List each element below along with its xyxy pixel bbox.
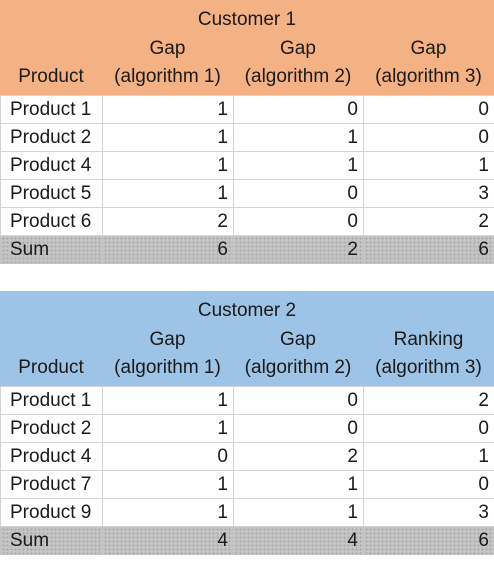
customer-2-table: Customer 2 Gap Gap Ranking Product (algo…: [0, 291, 494, 555]
table-row: Product 1 1 0 0: [0, 95, 494, 124]
table-title: Customer 2: [197, 300, 297, 321]
value-cell[interactable]: 0: [233, 386, 364, 415]
table-row: Product 4 1 1 1: [0, 151, 494, 180]
column-header-top: Gap: [280, 38, 316, 59]
sum-label[interactable]: Sum: [0, 526, 103, 555]
table-header: Customer 2 Gap Gap Ranking Product (algo…: [0, 291, 494, 386]
product-cell[interactable]: Product 2: [0, 123, 103, 152]
value-cell[interactable]: 2: [233, 442, 364, 471]
value-cell[interactable]: 0: [102, 442, 234, 471]
value-cell[interactable]: 2: [102, 207, 234, 236]
product-cell[interactable]: Product 7: [0, 470, 103, 499]
column-header-top: Ranking: [393, 329, 464, 350]
table-row: Product 5 1 0 3: [0, 179, 494, 208]
value-cell[interactable]: 0: [363, 470, 494, 499]
value-cell[interactable]: 1: [363, 151, 494, 180]
product-cell[interactable]: Product 5: [0, 179, 103, 208]
product-cell[interactable]: Product 1: [0, 386, 103, 415]
column-header: Product: [18, 66, 84, 87]
column-header: (algorithm 1): [114, 357, 221, 378]
value-cell[interactable]: 1: [363, 442, 494, 471]
value-cell[interactable]: 0: [233, 179, 364, 208]
sum-label[interactable]: Sum: [0, 235, 103, 264]
value-cell[interactable]: 1: [102, 179, 234, 208]
value-cell[interactable]: 1: [102, 498, 234, 527]
value-cell[interactable]: 0: [363, 414, 494, 443]
value-cell[interactable]: 2: [363, 207, 494, 236]
sum-value[interactable]: 6: [102, 235, 234, 264]
value-cell[interactable]: 1: [102, 470, 234, 499]
value-cell[interactable]: 1: [102, 386, 234, 415]
data-grid: Product 1 1 0 2 Product 2 1 0 0 Product …: [0, 386, 494, 555]
table-row: Product 2 1 1 0: [0, 123, 494, 152]
sum-value[interactable]: 6: [363, 235, 494, 264]
value-cell[interactable]: 1: [233, 123, 364, 152]
table-row: Product 4 0 2 1: [0, 442, 494, 471]
column-header: (algorithm 1): [114, 66, 221, 87]
value-cell[interactable]: 3: [363, 498, 494, 527]
table-title: Customer 1: [197, 9, 297, 30]
value-cell[interactable]: 1: [102, 414, 234, 443]
value-cell[interactable]: 1: [233, 151, 364, 180]
data-grid: Product 1 1 0 0 Product 2 1 1 0 Product …: [0, 95, 494, 264]
value-cell[interactable]: 1: [233, 470, 364, 499]
table-header: Customer 1 Gap Gap Gap Product (algorith…: [0, 0, 494, 95]
product-cell[interactable]: Product 4: [0, 442, 103, 471]
column-header-top: Gap: [410, 38, 447, 59]
sum-value[interactable]: 4: [233, 526, 364, 555]
sum-value[interactable]: 2: [233, 235, 364, 264]
value-cell[interactable]: 1: [233, 498, 364, 527]
table-row: Product 7 1 1 0: [0, 470, 494, 499]
sum-value[interactable]: 4: [102, 526, 234, 555]
value-cell[interactable]: 0: [233, 207, 364, 236]
value-cell[interactable]: 1: [102, 123, 234, 152]
product-cell[interactable]: Product 2: [0, 414, 103, 443]
value-cell[interactable]: 1: [102, 151, 234, 180]
value-cell[interactable]: 1: [102, 95, 234, 124]
product-cell[interactable]: Product 9: [0, 498, 103, 527]
column-header: (algorithm 3): [375, 357, 482, 378]
column-header-top: Gap: [149, 38, 186, 59]
product-cell[interactable]: Product 4: [0, 151, 103, 180]
value-cell[interactable]: 2: [363, 386, 494, 415]
sum-row: Sum 4 4 6: [0, 526, 494, 555]
table-row: Product 1 1 0 2: [0, 386, 494, 415]
value-cell[interactable]: 0: [233, 414, 364, 443]
column-header: (algorithm 3): [375, 66, 482, 87]
column-header-top: Gap: [149, 329, 186, 350]
table-row: Product 2 1 0 0: [0, 414, 494, 443]
customer-1-table: Customer 1 Gap Gap Gap Product (algorith…: [0, 0, 494, 264]
table-row: Product 9 1 1 3: [0, 498, 494, 527]
column-header: (algorithm 2): [244, 66, 352, 87]
column-header: (algorithm 2): [244, 357, 352, 378]
product-cell[interactable]: Product 1: [0, 95, 103, 124]
sum-row: Sum 6 2 6: [0, 235, 494, 264]
value-cell[interactable]: 0: [233, 95, 364, 124]
column-header: Product: [18, 357, 84, 378]
product-cell[interactable]: Product 6: [0, 207, 103, 236]
sum-value[interactable]: 6: [363, 526, 494, 555]
table-row: Product 6 2 0 2: [0, 207, 494, 236]
value-cell[interactable]: 3: [363, 179, 494, 208]
value-cell[interactable]: 0: [363, 95, 494, 124]
column-header-top: Gap: [280, 329, 316, 350]
value-cell[interactable]: 0: [363, 123, 494, 152]
